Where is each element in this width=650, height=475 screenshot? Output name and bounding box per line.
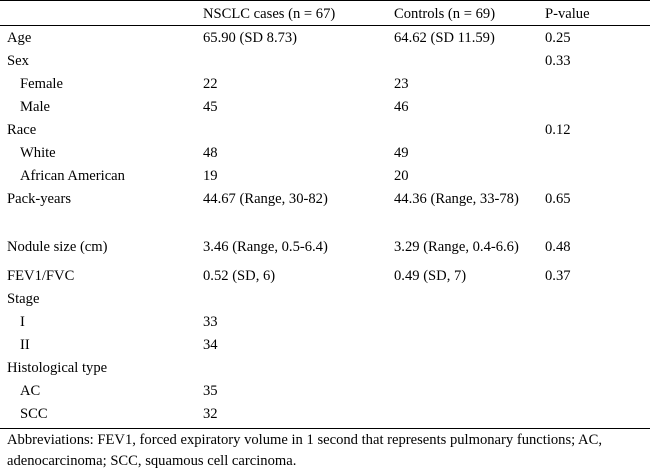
row-label: Race	[7, 122, 37, 138]
controls-value: 20	[394, 168, 409, 184]
row-label: African American	[20, 168, 125, 184]
row-label: Age	[7, 30, 32, 46]
controls-value: 64.62 (SD 11.59)	[394, 30, 495, 46]
table-footnote: Abbreviations: FEV1, forced expiratory v…	[7, 432, 602, 469]
cases-value: 3.46 (Range, 0.5-6.4)	[203, 239, 328, 255]
cases-value: 34	[203, 337, 218, 353]
p-value: 0.12	[545, 122, 571, 138]
top-rule	[0, 0, 650, 1]
p-value: 0.65	[545, 191, 571, 207]
controls-value: 23	[394, 76, 409, 92]
cases-value: 44.67 (Range, 30-82)	[203, 191, 328, 207]
controls-value: 0.49 (SD, 7)	[394, 268, 467, 284]
table-row: Pack-years 44.67 (Range, 30-82) 44.36 (R…	[0, 191, 650, 231]
table-row: African American 19 20	[0, 168, 650, 192]
row-label: Pack-years	[7, 191, 72, 207]
row-label: I	[20, 314, 25, 330]
header-rule	[0, 25, 650, 26]
table-row: Stage	[0, 291, 650, 315]
cases-value: 33	[203, 314, 218, 330]
cases-value: 65.90 (SD 8.73)	[203, 30, 298, 46]
table-row: Race 0.12	[0, 122, 650, 146]
controls-value: 44.36 (Range, 33-78)	[394, 191, 519, 207]
p-value: 0.37	[545, 268, 571, 284]
controls-value: 49	[394, 145, 409, 161]
row-label: White	[20, 145, 56, 161]
cases-value: 0.52 (SD, 6)	[203, 268, 276, 284]
table-row: White 48 49	[0, 145, 650, 169]
header-p-value: P-value	[545, 6, 590, 22]
row-label: AC	[20, 383, 41, 399]
table-header-row: NSCLC cases (n = 67) Controls (n = 69) P…	[0, 6, 650, 30]
p-value: 0.25	[545, 30, 571, 46]
table-row: Sex 0.33	[0, 53, 650, 77]
table-row: FEV1/FVC 0.52 (SD, 6) 0.49 (SD, 7) 0.37	[0, 268, 650, 292]
p-value: 0.33	[545, 53, 571, 69]
row-label: II	[20, 337, 30, 353]
table-row: Age 65.90 (SD 8.73) 64.62 (SD 11.59) 0.2…	[0, 30, 650, 54]
row-label: Stage	[7, 291, 40, 307]
header-cases: NSCLC cases (n = 67)	[203, 6, 336, 22]
row-label: FEV1/FVC	[7, 268, 75, 284]
row-label: Female	[20, 76, 63, 92]
table-row: Female 22 23	[0, 76, 650, 100]
table-row: I 33	[0, 314, 650, 338]
p-value: 0.48	[545, 239, 571, 255]
table-row: II 34	[0, 337, 650, 361]
table-row: Histological type	[0, 360, 650, 384]
cases-value: 22	[203, 76, 218, 92]
table-row: SCC 32	[0, 406, 650, 430]
cases-value: 35	[203, 383, 218, 399]
table-row: Male 45 46	[0, 99, 650, 123]
row-label: Male	[20, 99, 50, 115]
table-row: AC 35	[0, 383, 650, 407]
row-label: Histological type	[7, 360, 108, 376]
cases-value: 45	[203, 99, 218, 115]
row-label: Sex	[7, 53, 29, 69]
header-controls: Controls (n = 69)	[394, 6, 496, 22]
table-row: Nodule size (cm) 3.46 (Range, 0.5-6.4) 3…	[0, 239, 650, 279]
row-label: SCC	[20, 406, 48, 422]
bottom-rule	[0, 428, 650, 429]
controls-value: 46	[394, 99, 409, 115]
cases-value: 19	[203, 168, 218, 184]
controls-value: 3.29 (Range, 0.4-6.6)	[394, 239, 519, 255]
row-label: Nodule size (cm)	[7, 239, 108, 255]
cases-value: 48	[203, 145, 218, 161]
cases-value: 32	[203, 406, 218, 422]
